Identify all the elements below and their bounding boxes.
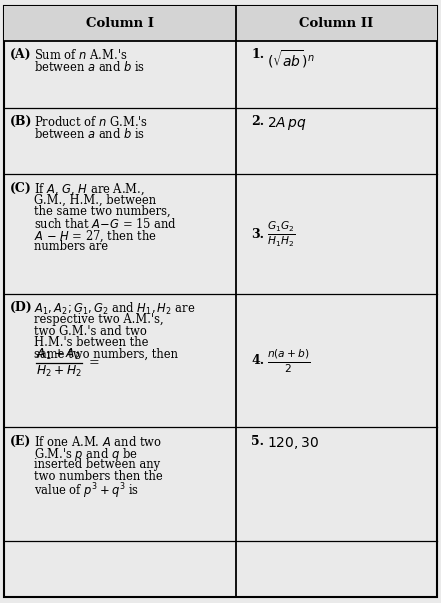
Text: If one A.M. $A$ and two: If one A.M. $A$ and two <box>34 435 162 449</box>
Text: Sum of $n$ A.M.'s: Sum of $n$ A.M.'s <box>34 48 128 62</box>
Text: =: = <box>88 356 99 370</box>
Text: two G.M.'s and two: two G.M.'s and two <box>34 325 147 338</box>
Text: (E): (E) <box>10 435 31 447</box>
Text: numbers are: numbers are <box>34 241 108 253</box>
Text: (D): (D) <box>10 302 33 314</box>
Text: the same two numbers,: the same two numbers, <box>34 205 171 218</box>
Text: such that $A$$-$$G$ = 15 and: such that $A$$-$$G$ = 15 and <box>34 217 177 231</box>
Text: inserted between any: inserted between any <box>34 458 161 471</box>
Text: 5.: 5. <box>251 435 264 447</box>
Text: between $a$ and $b$ is: between $a$ and $b$ is <box>34 127 146 140</box>
Text: $H_2 + H_2$: $H_2 + H_2$ <box>36 364 82 379</box>
Text: $A_1 + A_2$: $A_1 + A_2$ <box>36 347 81 362</box>
Text: 1.: 1. <box>251 48 265 62</box>
Text: respective two A.M.'s,: respective two A.M.'s, <box>34 313 164 326</box>
Text: between $a$ and $b$ is: between $a$ and $b$ is <box>34 60 146 74</box>
Bar <box>236 6 437 41</box>
Bar <box>4 6 236 41</box>
Text: $({\sqrt{ab}})^n$: $({\sqrt{ab}})^n$ <box>267 48 314 70</box>
Text: G.M.'s $p$ and $q$ be: G.M.'s $p$ and $q$ be <box>34 446 138 463</box>
Text: (B): (B) <box>10 115 32 128</box>
Text: 4.: 4. <box>251 354 265 367</box>
Text: G.M., H.M., between: G.M., H.M., between <box>34 194 157 206</box>
Text: $\frac{n(a+b)}{2}$: $\frac{n(a+b)}{2}$ <box>267 347 310 374</box>
Text: 2.: 2. <box>251 115 265 128</box>
Text: value of $p^3 + q^3$ is: value of $p^3 + q^3$ is <box>34 482 139 501</box>
Text: same two numbers, then: same two numbers, then <box>34 349 179 361</box>
Text: $A$ $-$ $H$ = 27, then the: $A$ $-$ $H$ = 27, then the <box>34 229 157 244</box>
Text: two numbers then the: two numbers then the <box>34 470 163 483</box>
Text: (A): (A) <box>10 48 31 62</box>
Text: $120, 30$: $120, 30$ <box>267 435 319 450</box>
Text: $\frac{G_1G_2}{H_1H_2}$: $\frac{G_1G_2}{H_1H_2}$ <box>267 219 295 249</box>
Text: 3.: 3. <box>251 228 264 241</box>
Text: $A_1,A_2;G_1,G_2$ and $H_1,H_2$ are: $A_1,A_2;G_1,G_2$ and $H_1,H_2$ are <box>34 302 196 317</box>
Text: $2A\,pq$: $2A\,pq$ <box>267 115 306 132</box>
Text: (C): (C) <box>10 182 32 195</box>
Text: Column I: Column I <box>86 17 154 30</box>
Text: Product of $n$ G.M.'s: Product of $n$ G.M.'s <box>34 115 149 129</box>
Text: H.M.'s between the: H.M.'s between the <box>34 336 149 350</box>
Text: If $A$, $G$, $H$ are A.M.,: If $A$, $G$, $H$ are A.M., <box>34 182 145 197</box>
Text: Column II: Column II <box>299 17 374 30</box>
